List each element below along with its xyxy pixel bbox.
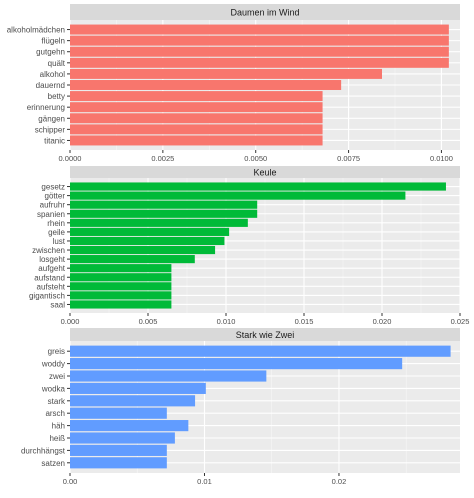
- y-tick-label: gängen: [38, 114, 65, 123]
- x-tick-label: 0.0050: [244, 154, 267, 163]
- bar-geile: [70, 227, 230, 236]
- x-tick-label: 0.000: [61, 317, 80, 326]
- x-tick-label: 0.00: [63, 477, 78, 486]
- bar-aufruhr: [70, 200, 258, 209]
- facet-2: Keule gesetzgötteraufruhrspanienrheingeil…: [29, 166, 469, 326]
- y-tick-label: gutgehn: [36, 48, 65, 57]
- bar-aufgeht: [70, 264, 172, 273]
- x-tick-label: 0.01: [197, 477, 212, 486]
- facet-strip: [70, 166, 460, 178]
- y-tick-label: woddy: [41, 360, 65, 369]
- y-tick-label: satzen: [41, 459, 65, 468]
- y-tick-label: häh: [52, 422, 65, 431]
- facet-title: Keule: [253, 168, 276, 178]
- y-tick-label: greis: [48, 347, 65, 356]
- bar-quält: [70, 57, 449, 68]
- facet-strip: [70, 328, 460, 341]
- facet-3: Stark wie Zwei greis woddy zwei wodka stark ar…: [21, 328, 460, 486]
- bar-arsch: [70, 407, 167, 419]
- y-tick-label: alkohol: [40, 70, 66, 79]
- y-tick-label: wodka: [41, 384, 66, 393]
- y-tick-label: spanien: [37, 210, 65, 219]
- bar-betty: [70, 91, 323, 102]
- bar-woddy: [70, 358, 403, 370]
- bar-stark: [70, 395, 196, 407]
- y-tick-label: losgeht: [39, 255, 66, 264]
- bar-gängen: [70, 113, 323, 124]
- y-tick-label: zwischen: [32, 246, 65, 255]
- x-tick-label: 0.020: [373, 317, 392, 326]
- x-tick-label: 0.0075: [337, 154, 360, 163]
- y-tick-label: saal: [50, 300, 65, 309]
- y-tick-label: lust: [53, 237, 66, 246]
- y-tick-label: aufruhr: [40, 201, 66, 210]
- bar-alkoholmädchen: [70, 24, 449, 35]
- facet-title: Daumen im Wind: [230, 8, 299, 18]
- y-tick-label: flügeln: [41, 37, 65, 46]
- bar-häh: [70, 420, 189, 432]
- y-tick-label: götter: [45, 192, 66, 201]
- bar-erinnerung: [70, 102, 323, 113]
- y-tick-label: aufstand: [34, 273, 65, 282]
- bar-gutgehn: [70, 46, 449, 57]
- x-tick-label: 0.0100: [430, 154, 453, 163]
- bar-losgeht: [70, 255, 195, 264]
- y-tick-label: dauernd: [36, 81, 65, 90]
- y-tick-label: geile: [48, 228, 65, 237]
- y-tick-label: durchhängst: [21, 446, 66, 455]
- bar-zwei: [70, 370, 267, 382]
- bar-götter: [70, 191, 406, 200]
- bar-zwischen: [70, 245, 216, 255]
- y-tick-label: schipper: [35, 125, 66, 134]
- x-tick-label: 0.015: [295, 317, 314, 326]
- y-tick-label: stark: [48, 397, 66, 406]
- facet-1: Daumen im Wind alkoholmädchen flügeln gutge…: [7, 4, 460, 163]
- x-tick-label: 0.025: [451, 317, 470, 326]
- y-tick-label: gigantisch: [29, 291, 65, 300]
- bar-saal: [70, 300, 172, 309]
- y-tick-label: alkoholmädchen: [7, 26, 65, 35]
- facet-strip: [70, 4, 460, 20]
- bar-aufsteht: [70, 282, 172, 291]
- bar-gesetz: [70, 182, 446, 191]
- x-tick-label: 0.010: [217, 317, 236, 326]
- bar-lust: [70, 236, 225, 246]
- x-tick-label: 0.005: [139, 317, 158, 326]
- y-tick-label: aufgeht: [38, 264, 65, 273]
- y-tick-label: quält: [48, 59, 66, 68]
- bar-alkohol: [70, 68, 382, 79]
- bar-flügeln: [70, 35, 449, 46]
- bar-satzen: [70, 457, 167, 469]
- x-tick-label: 0.02: [332, 477, 347, 486]
- bar-heiß: [70, 432, 175, 444]
- bar-titanic: [70, 135, 323, 146]
- x-tick-label: 0.0000: [59, 154, 82, 163]
- bar-wodka: [70, 382, 206, 394]
- x-tick-label: 0.0025: [151, 154, 174, 163]
- y-tick-label: titanic: [44, 136, 65, 145]
- bar-dauernd: [70, 80, 342, 90]
- bar-gigantisch: [70, 291, 172, 300]
- y-tick-label: betty: [48, 92, 65, 101]
- y-tick-label: arsch: [45, 409, 65, 418]
- bar-rhein: [70, 218, 248, 227]
- bar-durchhängst: [70, 444, 167, 456]
- y-tick-label: erinnerung: [27, 103, 65, 112]
- bar-spanien: [70, 209, 258, 218]
- y-tick-label: rhein: [47, 219, 65, 228]
- y-tick-label: heiß: [49, 434, 65, 443]
- y-tick-label: aufsteht: [37, 282, 66, 291]
- y-tick-label: gesetz: [41, 183, 65, 192]
- bar-greis: [70, 345, 451, 357]
- facet-title: Stark wie Zwei: [236, 330, 295, 340]
- y-tick-label: zwei: [49, 372, 65, 381]
- bar-aufstand: [70, 273, 172, 282]
- bar-schipper: [70, 124, 323, 135]
